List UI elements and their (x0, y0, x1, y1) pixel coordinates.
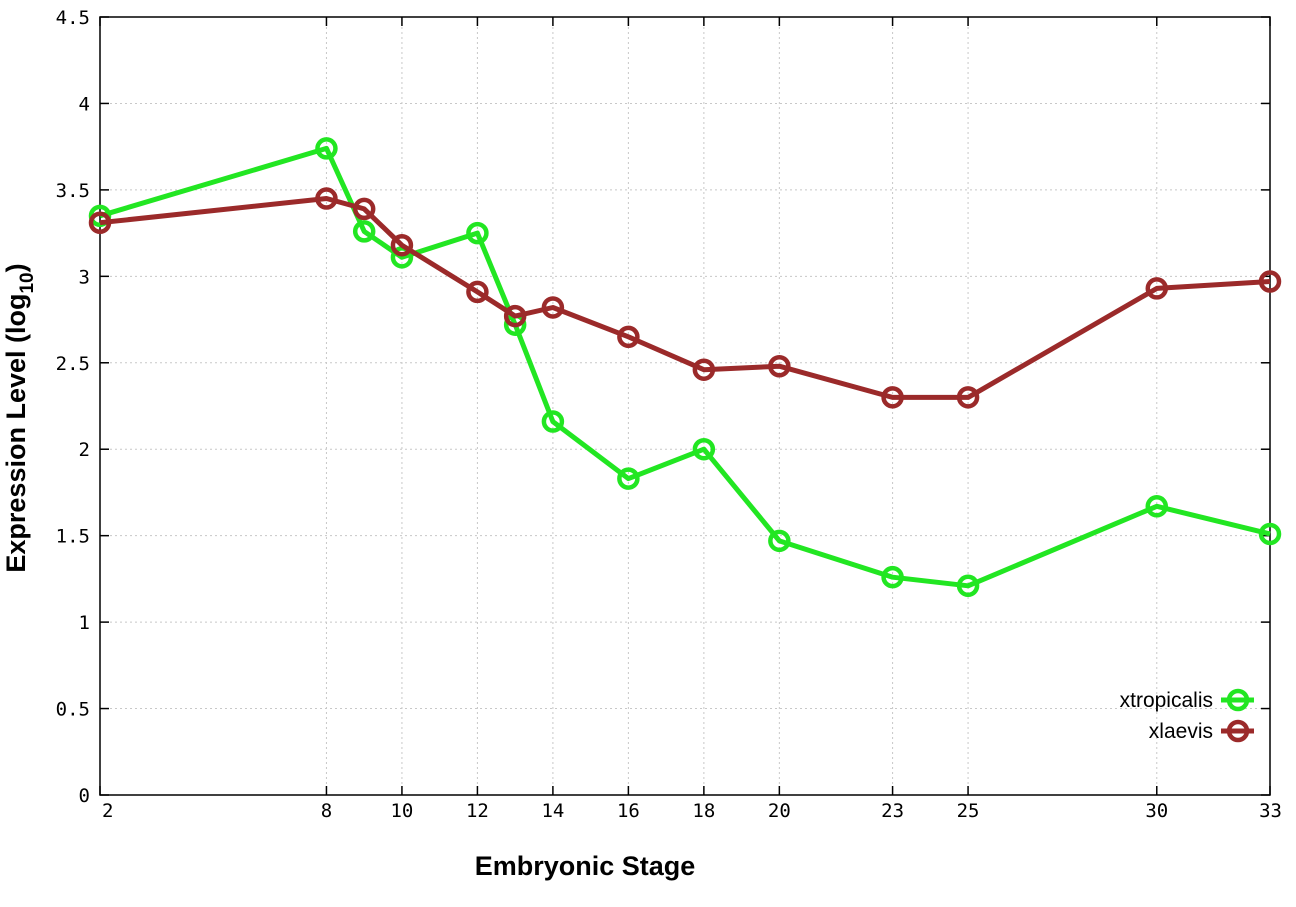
y-axis-title-close: ) (1, 263, 31, 272)
x-tick-label: 20 (768, 800, 791, 822)
data-point (1258, 270, 1282, 293)
x-tick-label: 14 (541, 800, 564, 822)
legend: xtropicalis xlaevis (1120, 688, 1254, 743)
data-point (390, 246, 414, 269)
x-tick-label: 2 (102, 800, 113, 822)
x-tick-label: 10 (390, 800, 413, 822)
data-point (881, 386, 904, 409)
y-tick-label: 4.5 (56, 7, 90, 29)
legend-label: xtropicalis (1120, 689, 1213, 712)
x-tick-label: 8 (321, 800, 332, 822)
legend-marker (1226, 719, 1250, 743)
data-point (768, 529, 791, 553)
x-tick-label: 18 (692, 800, 715, 822)
x-tick-label: 23 (881, 800, 904, 822)
y-tick-label: 4 (79, 93, 90, 115)
y-axis-title-subscript: 10 (17, 272, 38, 293)
data-point (503, 304, 527, 328)
data-point (1145, 495, 1169, 518)
data-point (617, 467, 640, 490)
y-tick-label: 0.5 (56, 699, 90, 721)
series-layer (88, 137, 1282, 598)
legend-item: xlaevis (1149, 719, 1254, 743)
x-axis-title: Embryonic Stage (475, 851, 696, 881)
y-tick-label: 2.5 (56, 353, 90, 375)
data-point (768, 354, 791, 378)
legend-label: xlaevis (1149, 720, 1213, 743)
series-line (99, 196, 1271, 400)
y-tick-label: 3.5 (56, 180, 90, 202)
legend-item: xtropicalis (1120, 688, 1254, 712)
axis-ticks (99, 16, 1271, 796)
series-xtropicalis (88, 137, 1282, 598)
data-point (88, 211, 112, 234)
plot-frame (99, 16, 1271, 796)
series-xlaevis (88, 187, 1282, 409)
data-point (692, 358, 716, 381)
data-point (88, 204, 112, 228)
data-point (541, 296, 565, 319)
series-line (99, 145, 1271, 589)
data-point (466, 280, 489, 304)
x-tick-label: 25 (957, 800, 980, 822)
data-point (352, 197, 376, 221)
x-axis-tick-labels: 2 8 10 12 14 16 18 20 23 25 30 33 (102, 800, 1282, 822)
y-axis-title-main: Expression Level (log (1, 294, 31, 573)
data-point (541, 410, 565, 433)
y-tick-label: 2 (79, 439, 90, 461)
data-point (352, 220, 376, 243)
x-tick-label: 12 (466, 800, 489, 822)
legend-marker (1226, 688, 1250, 712)
y-tick-label: 1.5 (56, 526, 90, 548)
data-point (315, 187, 338, 210)
x-tick-label: 16 (617, 800, 640, 822)
data-point (390, 233, 414, 257)
y-axis-tick-labels: 0 0.5 1 1.5 2 2.5 3 3.5 4 4.5 (56, 7, 90, 807)
data-point (466, 221, 489, 245)
y-tick-label: 0 (79, 785, 90, 807)
data-point (692, 437, 716, 461)
data-point (956, 574, 980, 598)
y-tick-label: 3 (79, 266, 90, 288)
data-point (1145, 277, 1169, 300)
gridlines (100, 17, 1270, 795)
data-point (956, 386, 980, 409)
x-tick-label: 30 (1145, 800, 1168, 822)
data-point (1258, 522, 1282, 546)
data-point (315, 137, 338, 160)
data-point (617, 325, 640, 349)
data-point (881, 565, 904, 589)
y-axis-title: Expression Level (log10) (1, 263, 38, 572)
y-tick-label: 1 (79, 612, 90, 634)
x-tick-label: 33 (1259, 800, 1282, 822)
